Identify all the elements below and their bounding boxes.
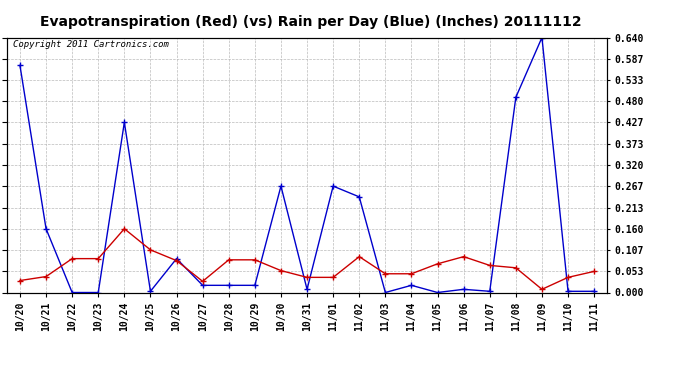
Text: Copyright 2011 Cartronics.com: Copyright 2011 Cartronics.com [13,40,169,49]
Text: Evapotranspiration (Red) (vs) Rain per Day (Blue) (Inches) 20111112: Evapotranspiration (Red) (vs) Rain per D… [40,15,581,29]
